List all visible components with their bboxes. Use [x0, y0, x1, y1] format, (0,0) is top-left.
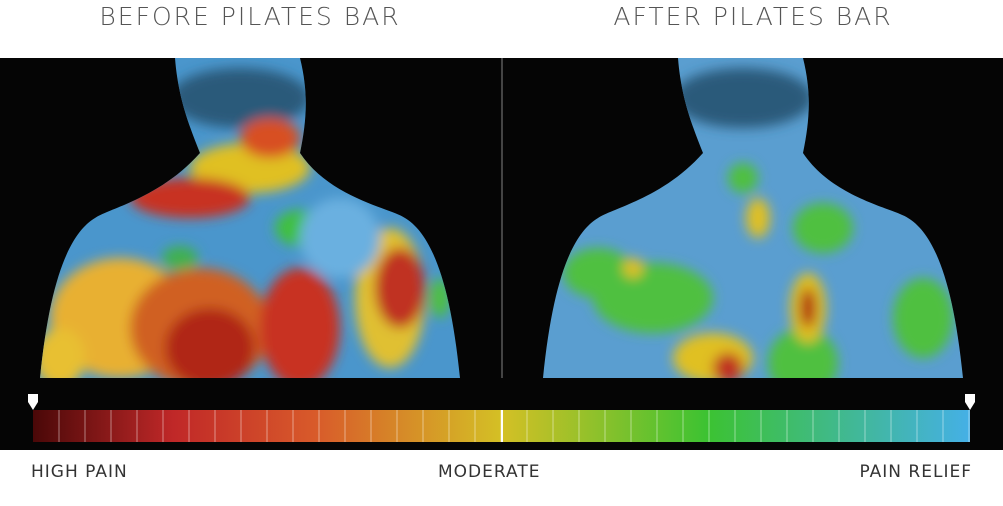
scale-high-label: PAIN RELIEF: [859, 462, 972, 482]
after-title: AFTER PILATES BAR: [613, 2, 893, 31]
scale-mid-label: MODERATE: [438, 462, 541, 482]
scale-marker-left: [28, 394, 38, 410]
scale-low-label: HIGH PAIN: [31, 462, 128, 482]
before-title: BEFORE PILATES BAR: [99, 2, 401, 31]
scale-marker-right: [965, 394, 975, 410]
scale-segments: [58, 410, 970, 442]
